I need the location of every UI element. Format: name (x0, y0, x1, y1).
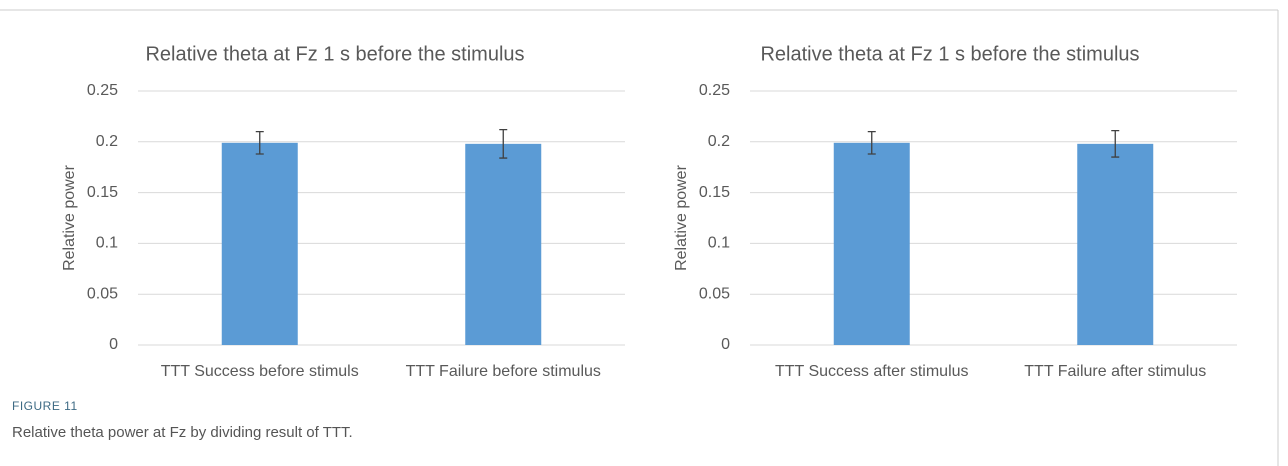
y-tick-label: 0.15 (699, 184, 730, 201)
error-bar (499, 128, 508, 159)
x-tick-label: TTT Success after stimulus (775, 363, 969, 380)
figure-label: FIGURE 11 (12, 399, 78, 413)
error-bar (867, 130, 876, 155)
chart-title: Relative theta at Fz 1 s before the stim… (145, 43, 524, 65)
y-tick-label: 0 (109, 336, 118, 353)
y-tick-label: 0.2 (96, 133, 118, 150)
y-tick-label: 0.05 (87, 285, 118, 302)
figure-caption: Relative theta power at Fz by dividing r… (12, 424, 353, 441)
y-tick-label: 0.05 (699, 285, 730, 302)
x-tick-label: TTT Failure before stimulus (406, 363, 601, 380)
chart-title: Relative theta at Fz 1 s before the stim… (760, 43, 1139, 65)
y-tick-label: 0.1 (96, 235, 118, 252)
bar (465, 143, 542, 345)
error-bar (255, 130, 264, 155)
bar (221, 142, 298, 345)
bar (1077, 143, 1154, 345)
y-axis-label: Relative power (61, 164, 78, 271)
y-tick-label: 0.2 (708, 133, 730, 150)
y-tick-label: 0.15 (87, 184, 118, 201)
y-tick-label: 0 (721, 336, 730, 353)
error-bar (1111, 129, 1120, 158)
bar (833, 142, 910, 345)
x-tick-label: TTT Failure after stimulus (1024, 363, 1206, 380)
x-tick-label: TTT Success before stimuls (161, 363, 359, 380)
y-tick-label: 0.25 (87, 82, 118, 99)
y-tick-label: 0.1 (708, 235, 730, 252)
y-tick-label: 0.25 (699, 82, 730, 99)
y-axis-label: Relative power (673, 164, 690, 271)
